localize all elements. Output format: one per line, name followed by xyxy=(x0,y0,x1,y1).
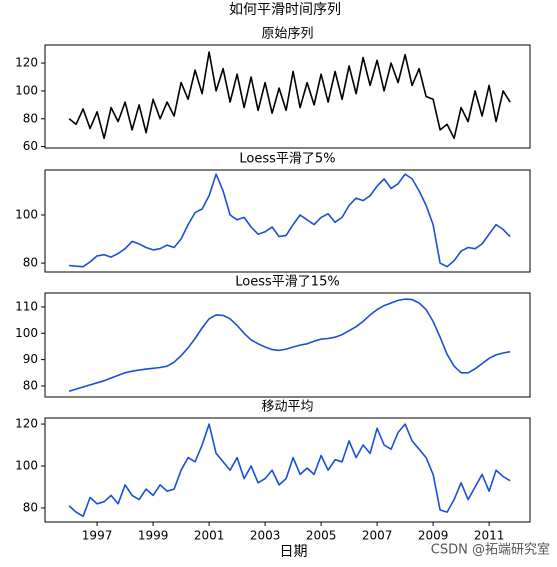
y-tick-label: 100 xyxy=(15,207,38,221)
y-tick-label: 90 xyxy=(23,352,38,366)
series-line xyxy=(68,423,511,518)
axes-frame xyxy=(44,44,531,149)
x-tick-label: 2001 xyxy=(194,529,225,543)
y-tick-label: 60 xyxy=(23,139,38,153)
subplot-title: Loess平滑了5% xyxy=(239,152,335,167)
x-tick-label: 2011 xyxy=(474,529,505,543)
y-tick-label: 80 xyxy=(23,256,38,270)
axes-frame xyxy=(44,292,531,398)
subplot-title: 原始序列 xyxy=(261,27,313,42)
axes-frame xyxy=(44,169,531,273)
x-axis-label: 日期 xyxy=(280,544,308,560)
series-line xyxy=(68,51,511,140)
y-tick-label: 80 xyxy=(23,378,38,392)
subplot-title: 移动平均 xyxy=(261,400,313,415)
y-tick-label: 80 xyxy=(23,111,38,125)
x-tick-label: 2003 xyxy=(250,529,281,543)
y-tick-label: 100 xyxy=(15,459,38,473)
subplot-title: Loess平滑了15% xyxy=(235,275,339,290)
y-tick-label: 110 xyxy=(15,299,38,313)
y-tick-label: 120 xyxy=(15,417,38,431)
x-tick-label: 2009 xyxy=(418,529,449,543)
y-tick-label: 80 xyxy=(23,500,38,514)
watermark: CSDN @拓端研究室 xyxy=(431,542,550,558)
x-tick-label: 2005 xyxy=(306,529,337,543)
x-tick-label: 1999 xyxy=(138,529,169,543)
figure-title: 如何平滑时间序列 xyxy=(229,1,341,18)
y-tick-label: 120 xyxy=(15,56,38,70)
x-tick-label: 1997 xyxy=(82,529,113,543)
series-line xyxy=(69,173,511,268)
series-line xyxy=(68,298,511,392)
x-tick-label: 2007 xyxy=(362,529,393,543)
y-tick-label: 100 xyxy=(15,326,38,340)
y-tick-label: 100 xyxy=(15,83,38,97)
axes-frame xyxy=(44,417,531,523)
